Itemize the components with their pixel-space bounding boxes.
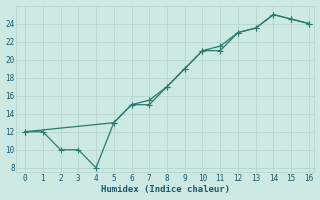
X-axis label: Humidex (Indice chaleur): Humidex (Indice chaleur) [101,185,230,194]
